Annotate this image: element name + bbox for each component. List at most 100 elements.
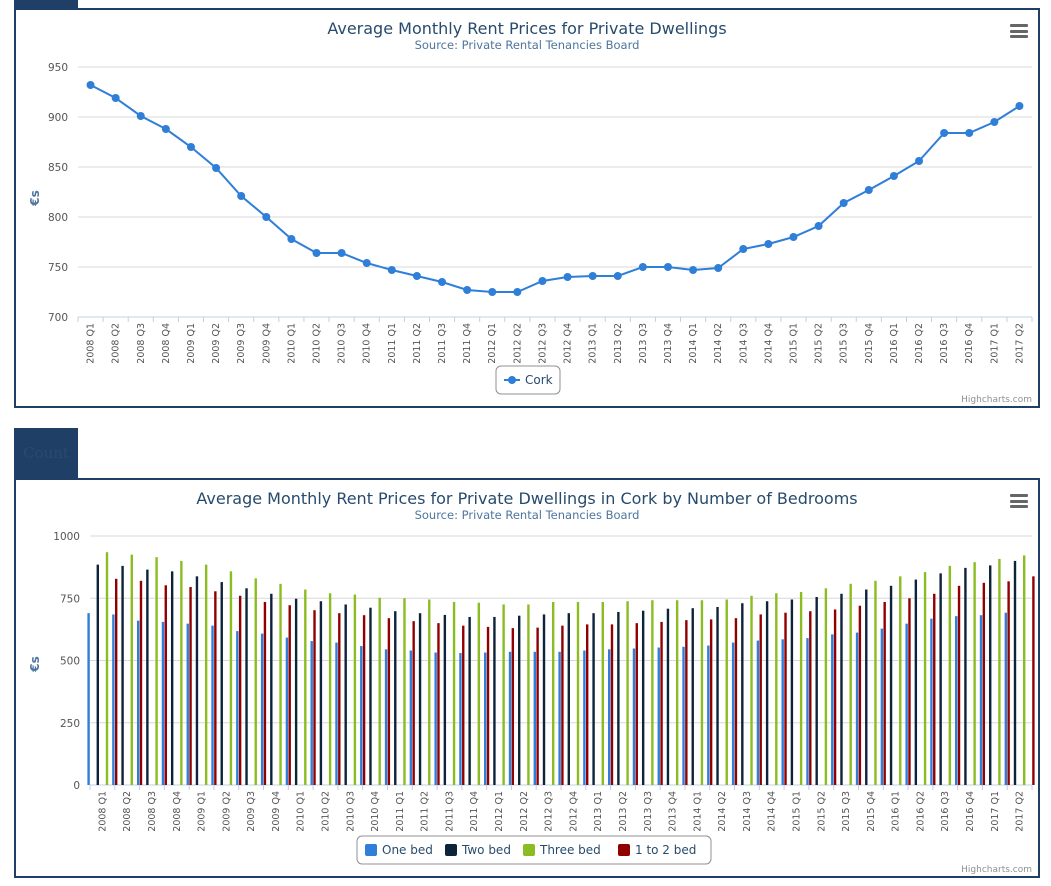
bar[interactable] [170,571,174,785]
data-point[interactable] [839,199,848,207]
bar[interactable] [542,614,546,785]
bar[interactable] [552,601,555,785]
legend[interactable]: One bed Two bed Three bed 1 to 2 bed [356,835,712,865]
data-point[interactable] [488,288,497,296]
bar[interactable] [948,565,952,785]
data-point[interactable] [613,272,622,280]
data-point[interactable] [136,112,145,120]
bar[interactable] [344,604,347,785]
bar[interactable] [833,609,837,785]
bar[interactable] [734,618,738,785]
bar[interactable] [139,580,143,785]
bar[interactable] [561,625,564,785]
bar[interactable] [502,604,505,785]
bar[interactable] [418,613,422,785]
highcharts-credit[interactable]: Highcharts.com [961,395,1032,405]
bar[interactable] [651,600,654,785]
data-point[interactable] [663,263,672,271]
bar[interactable] [186,623,189,785]
bar[interactable] [434,652,437,785]
bar[interactable] [204,564,208,785]
bar[interactable] [601,601,604,785]
data-point[interactable] [864,186,873,194]
bar[interactable] [518,615,521,785]
data-point[interactable] [186,143,195,151]
chart-menu-icon[interactable] [1010,24,1028,38]
bar[interactable] [955,616,958,785]
bar[interactable] [883,601,886,785]
bar[interactable] [1007,581,1010,785]
bar[interactable] [979,615,983,785]
bar[interactable] [691,608,694,785]
bar[interactable] [939,573,942,785]
data-point[interactable] [739,245,748,253]
bar[interactable] [146,569,149,785]
bar[interactable] [675,600,679,785]
bar[interactable] [428,599,431,785]
bar[interactable] [214,591,217,785]
bar[interactable] [369,607,372,785]
bar[interactable] [1013,560,1017,785]
data-point[interactable] [915,157,924,165]
data-point[interactable] [689,266,698,274]
bar[interactable] [304,589,307,785]
bar[interactable] [849,583,852,785]
data-point[interactable] [940,129,949,137]
bar[interactable] [437,623,440,785]
bar[interactable] [583,650,586,785]
bar[interactable] [189,587,192,785]
data-point[interactable] [111,94,120,102]
bar[interactable] [468,616,471,785]
bar[interactable] [285,637,289,785]
bar[interactable] [384,649,388,785]
bar[interactable] [806,638,809,785]
bar[interactable] [592,613,595,785]
bar[interactable] [403,598,406,785]
bar[interactable] [229,571,233,785]
data-point[interactable] [362,259,371,267]
bar[interactable] [238,595,242,785]
bar[interactable] [279,583,282,785]
bar[interactable] [536,627,539,785]
bar[interactable] [964,567,967,785]
bar[interactable] [409,650,413,785]
bar[interactable] [360,646,363,785]
bar[interactable] [263,601,267,785]
bar[interactable] [989,565,992,785]
data-point[interactable] [337,249,346,257]
data-point[interactable] [438,278,447,286]
legend-item[interactable]: 1 to 2 bed [635,843,696,857]
highcharts-credit[interactable]: Highcharts.com [961,865,1032,875]
data-point[interactable] [764,240,773,248]
bar[interactable] [700,600,704,785]
bar[interactable] [685,620,688,785]
legend-item-cork[interactable]: Cork [525,373,553,387]
data-point[interactable] [412,272,421,280]
bar[interactable] [493,616,496,785]
data-point[interactable] [714,264,723,272]
bar[interactable] [353,594,357,785]
bar[interactable] [338,613,341,785]
bar[interactable] [741,603,744,785]
bar[interactable] [709,619,713,785]
bar[interactable] [96,564,99,785]
bar[interactable] [889,585,893,785]
bar[interactable] [220,582,223,785]
bar[interactable] [765,601,769,785]
bar[interactable] [682,646,685,785]
bar[interactable] [180,560,183,785]
bar[interactable] [130,554,133,785]
bar[interactable] [930,618,933,785]
data-point[interactable] [1015,102,1024,110]
bar[interactable] [799,592,803,785]
bar[interactable] [731,642,735,785]
bar[interactable] [815,597,818,785]
bar[interactable] [195,576,199,785]
bar[interactable] [707,645,710,785]
data-point[interactable] [513,288,522,296]
bar[interactable] [136,620,140,785]
data-point[interactable] [538,277,547,285]
data-point[interactable] [814,222,823,230]
top-tab-stub[interactable] [14,0,78,8]
bar[interactable] [790,599,794,785]
